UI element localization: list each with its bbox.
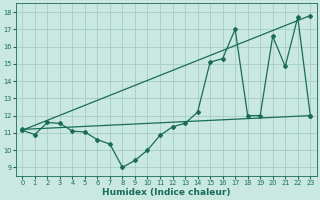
X-axis label: Humidex (Indice chaleur): Humidex (Indice chaleur) [102,188,230,197]
